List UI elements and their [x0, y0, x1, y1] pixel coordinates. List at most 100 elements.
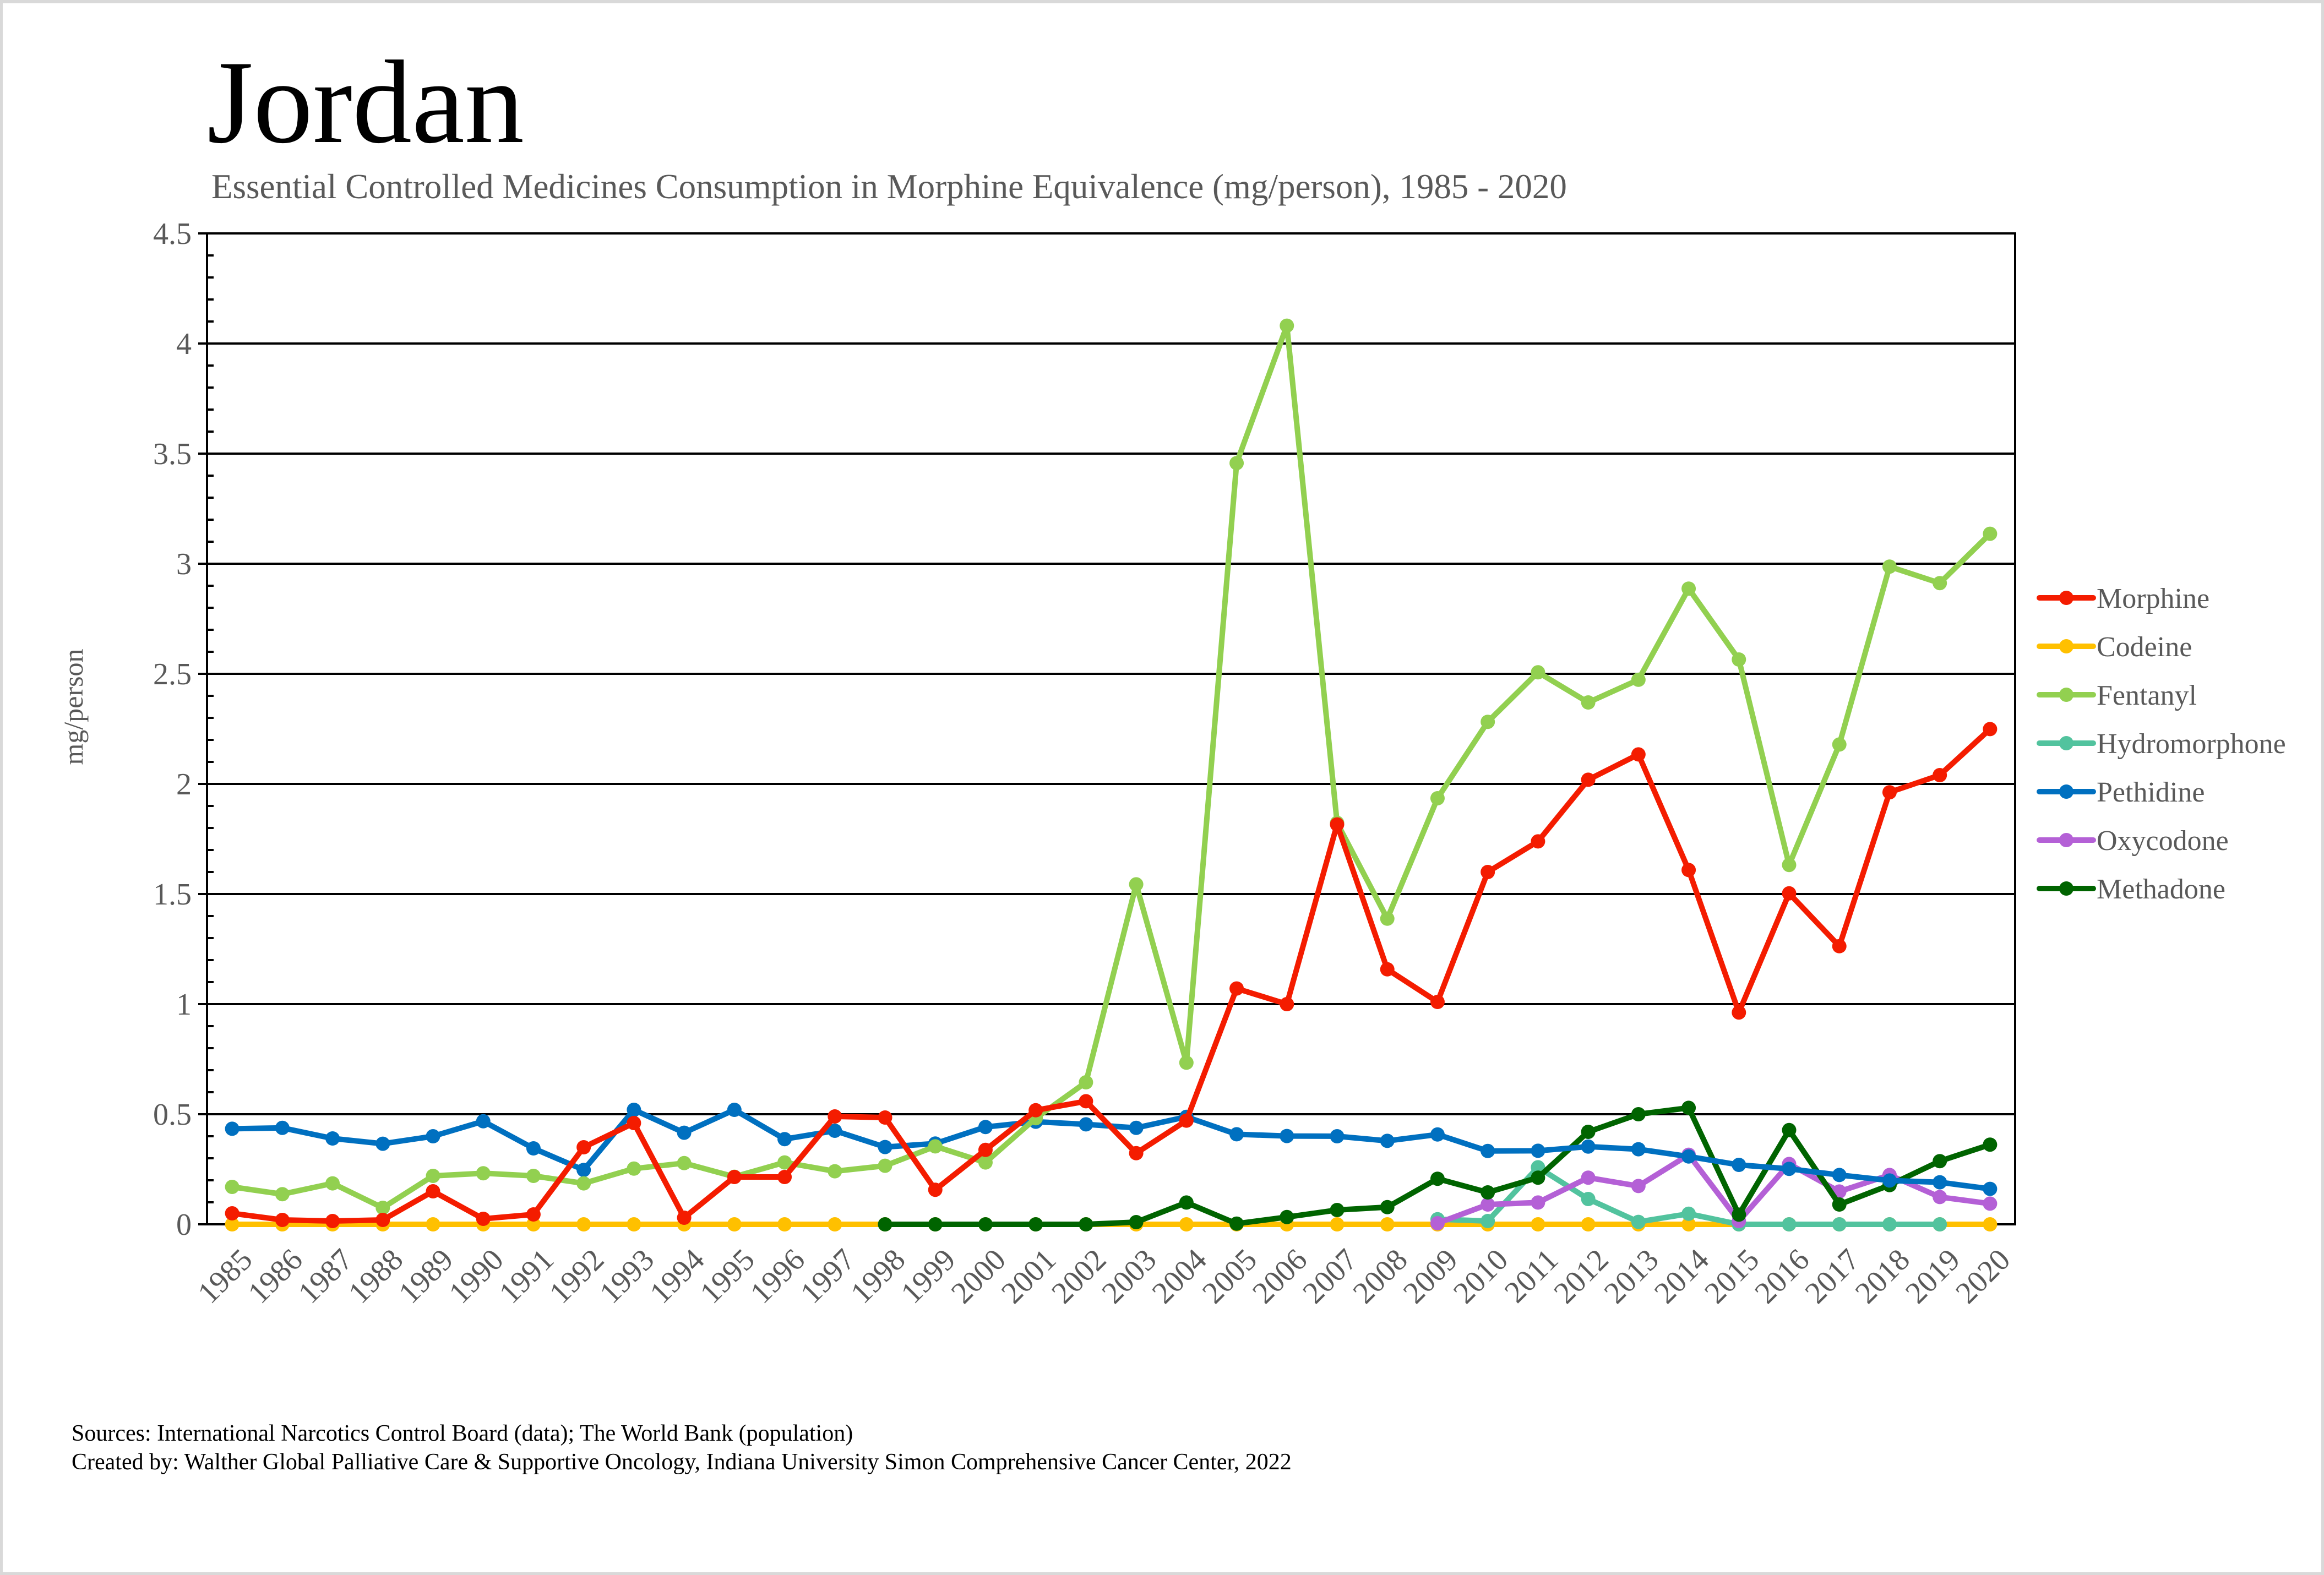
data-point	[727, 1217, 742, 1231]
data-point	[1430, 1171, 1445, 1186]
data-point	[1430, 1216, 1445, 1230]
data-point	[1631, 1214, 1646, 1229]
data-point	[1079, 1075, 1093, 1089]
data-point	[1028, 1217, 1043, 1231]
data-point	[1129, 1146, 1144, 1160]
data-point	[1581, 1217, 1596, 1231]
legend-marker-icon	[2059, 736, 2073, 750]
data-point	[1782, 1162, 1797, 1176]
data-point	[1933, 1217, 1947, 1231]
y-axis-ticks: 0 0.5 1 1.5 2 2.5 3 3.5 4 4.5	[153, 217, 214, 1242]
x-tick-label: 2002	[1045, 1242, 1113, 1310]
data-point	[727, 1103, 742, 1117]
y-tick-label: 4	[176, 327, 192, 361]
legend-marker-icon	[2059, 833, 2073, 847]
data-point	[1882, 559, 1897, 574]
data-point	[476, 1114, 491, 1129]
data-point	[1681, 1206, 1696, 1221]
series-morphine	[225, 722, 1998, 1228]
x-tick-label: 2001	[995, 1242, 1063, 1310]
x-tick-label: 2018	[1849, 1242, 1917, 1310]
series-line	[232, 1107, 1991, 1192]
y-tick-label: 2	[176, 767, 192, 802]
sources-note: Sources: International Narcotics Control…	[72, 1421, 853, 1446]
data-point	[627, 1217, 641, 1231]
data-point	[1782, 858, 1797, 873]
data-point	[1531, 1195, 1545, 1210]
data-point	[1933, 576, 1947, 591]
legend-marker-icon	[2059, 881, 2073, 896]
data-point	[1681, 581, 1696, 596]
y-tick-label: 1	[176, 988, 192, 1022]
data-point	[1481, 1185, 1495, 1200]
data-point	[878, 1217, 892, 1231]
data-point	[1330, 1203, 1345, 1217]
data-point	[928, 1139, 943, 1154]
data-point	[576, 1176, 591, 1191]
data-point	[1179, 1195, 1194, 1210]
data-point	[1832, 1217, 1847, 1231]
data-point	[828, 1124, 842, 1138]
data-point	[1581, 1125, 1596, 1139]
data-point	[375, 1213, 390, 1227]
data-point	[1028, 1103, 1043, 1118]
data-point	[928, 1217, 943, 1231]
data-point	[275, 1120, 290, 1135]
series-fentanyl	[225, 318, 1998, 1215]
data-point	[1380, 1133, 1395, 1148]
data-point	[1681, 1149, 1696, 1164]
data-point	[1229, 1127, 1244, 1142]
data-point	[1832, 737, 1847, 752]
legend-label: Oxycodone	[2097, 825, 2229, 857]
legend-item-fentanyl: Fentanyl	[2037, 680, 2197, 711]
x-tick-label: 2007	[1296, 1242, 1364, 1310]
data-point	[1732, 1158, 1746, 1172]
data-point	[828, 1217, 842, 1231]
chart-subtitle: Essential Controlled Medicines Consumpti…	[211, 167, 1567, 206]
x-tick-label: 1990	[443, 1242, 510, 1310]
series-line	[231, 323, 1992, 1211]
legend-item-oxycodone: Oxycodone	[2037, 825, 2229, 857]
data-point	[1581, 772, 1596, 787]
data-point	[1933, 1154, 1947, 1169]
data-point	[1129, 1120, 1144, 1135]
data-point	[476, 1166, 491, 1181]
data-point	[576, 1217, 591, 1231]
data-point	[1280, 1129, 1294, 1143]
data-point	[1380, 911, 1395, 926]
data-point	[1280, 1209, 1294, 1224]
data-point	[325, 1214, 340, 1228]
x-tick-label: 2000	[945, 1242, 1013, 1310]
legend-marker-icon	[2059, 591, 2073, 605]
y-axis-title: mg/person	[58, 648, 89, 765]
data-point	[1882, 785, 1897, 800]
data-point	[828, 1164, 842, 1179]
data-point	[828, 1109, 842, 1124]
data-point	[1681, 1100, 1696, 1115]
data-point	[777, 1155, 792, 1170]
data-point	[1129, 1215, 1144, 1229]
data-point	[1481, 1214, 1495, 1228]
legend-label: Morphine	[2097, 583, 2209, 614]
series-lines	[225, 318, 1998, 1231]
data-point	[978, 1155, 993, 1170]
data-point	[1581, 695, 1596, 710]
data-point	[777, 1217, 792, 1231]
data-point	[1280, 997, 1294, 1011]
data-point	[576, 1163, 591, 1178]
data-point	[1732, 652, 1746, 667]
x-tick-label: 2019	[1899, 1242, 1967, 1310]
data-point	[1330, 1129, 1345, 1143]
data-point	[225, 1217, 240, 1231]
data-point	[426, 1217, 440, 1231]
data-point	[1481, 715, 1495, 729]
legend-marker-icon	[2059, 639, 2073, 653]
data-point	[1481, 1143, 1495, 1158]
axes	[198, 232, 2016, 1225]
y-tick-label: 0	[176, 1208, 192, 1242]
data-point	[1179, 1055, 1194, 1070]
legend-label: Methadone	[2097, 874, 2225, 905]
data-point	[1280, 318, 1294, 333]
